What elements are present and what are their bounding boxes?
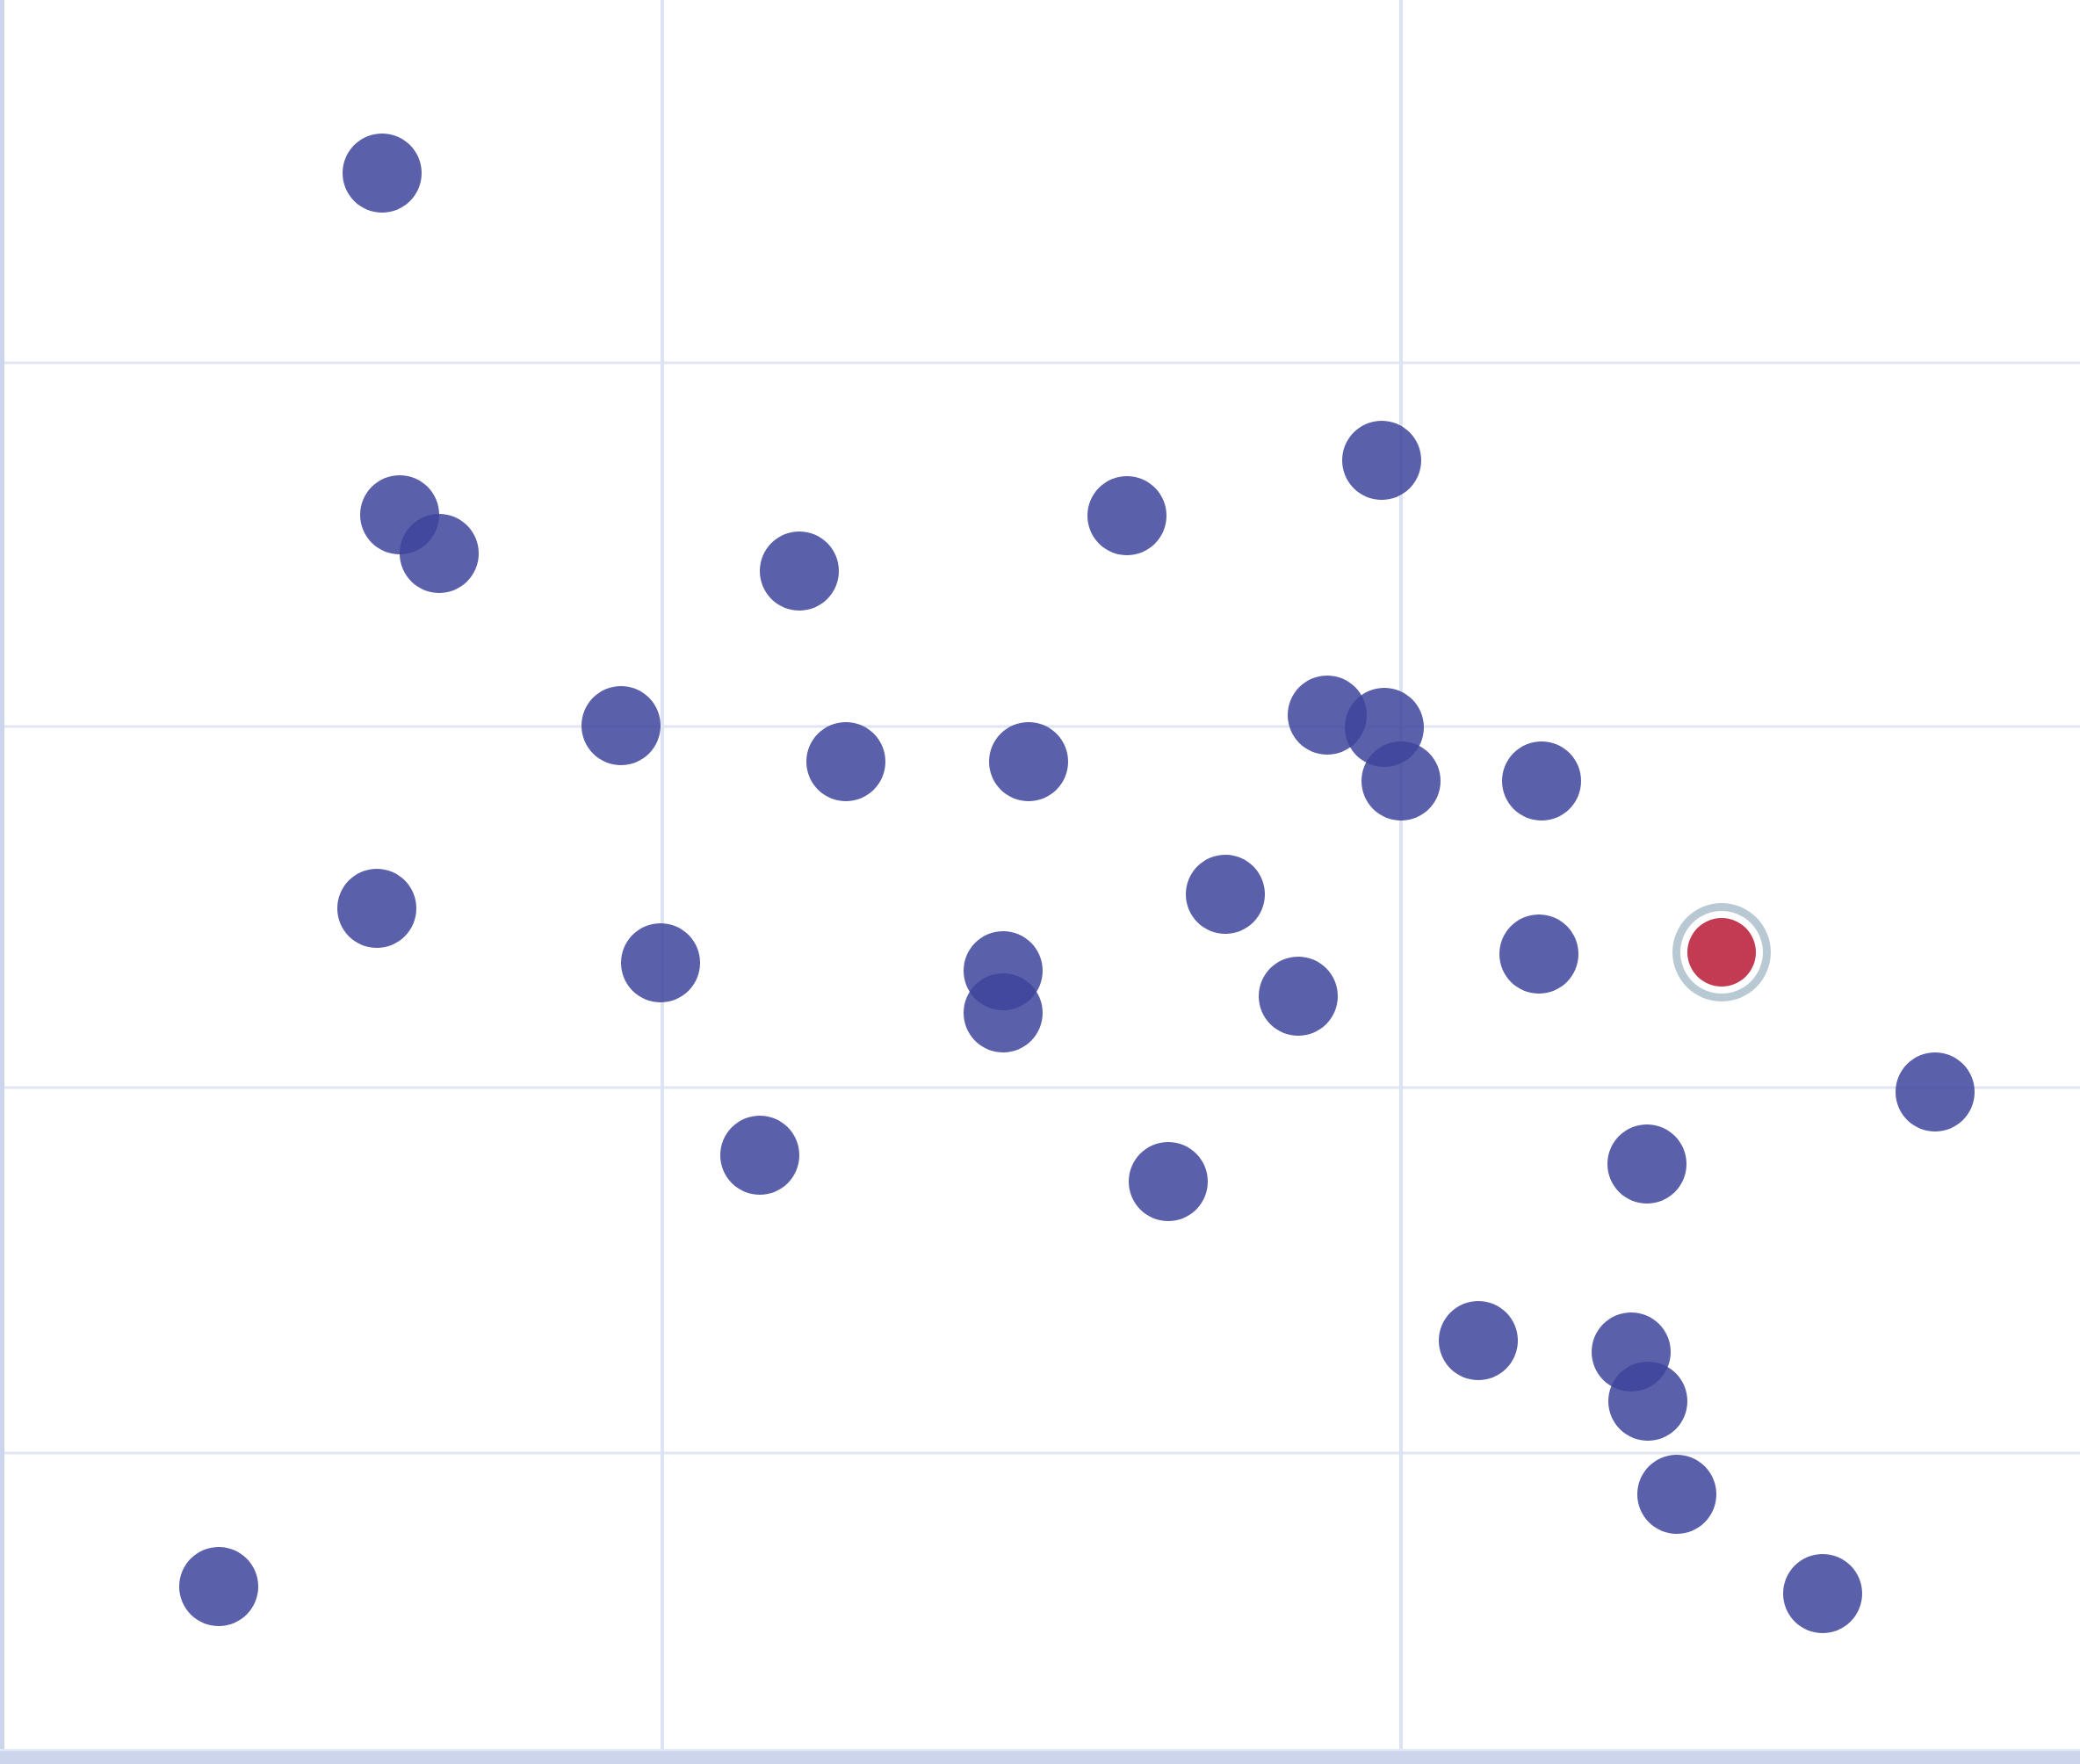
data-point[interactable]	[1342, 421, 1421, 500]
data-point[interactable]	[1637, 1455, 1716, 1534]
data-point[interactable]	[989, 722, 1068, 801]
data-point[interactable]	[1259, 957, 1338, 1036]
data-point[interactable]	[1361, 741, 1441, 821]
data-point[interactable]	[621, 923, 700, 1002]
data-point[interactable]	[1087, 476, 1166, 555]
data-points	[179, 134, 1975, 1633]
data-point[interactable]	[964, 973, 1043, 1052]
plot-bottom-edge-highlight	[0, 1749, 2080, 1751]
plot-left-edge	[0, 0, 4, 1764]
data-point[interactable]	[806, 722, 885, 801]
data-point[interactable]	[1607, 1124, 1686, 1204]
data-point[interactable]	[337, 869, 416, 948]
data-point[interactable]	[1439, 1301, 1518, 1380]
data-point[interactable]	[1186, 855, 1265, 934]
data-point[interactable]	[1896, 1052, 1975, 1131]
data-point[interactable]	[1499, 915, 1578, 994]
data-point[interactable]	[179, 1547, 258, 1626]
data-point[interactable]	[1502, 741, 1581, 821]
highlighted-data-point[interactable]	[1672, 903, 1771, 1001]
data-point[interactable]	[1608, 1362, 1687, 1441]
selected-data-point[interactable]	[1687, 918, 1756, 987]
data-point[interactable]	[720, 1116, 799, 1195]
data-point[interactable]	[1783, 1554, 1862, 1633]
data-point[interactable]	[760, 531, 839, 611]
plot-bottom-edge	[0, 1751, 2080, 1764]
data-point[interactable]	[581, 686, 661, 765]
data-point[interactable]	[343, 134, 422, 213]
data-point[interactable]	[1129, 1142, 1208, 1221]
data-point[interactable]	[400, 514, 479, 593]
